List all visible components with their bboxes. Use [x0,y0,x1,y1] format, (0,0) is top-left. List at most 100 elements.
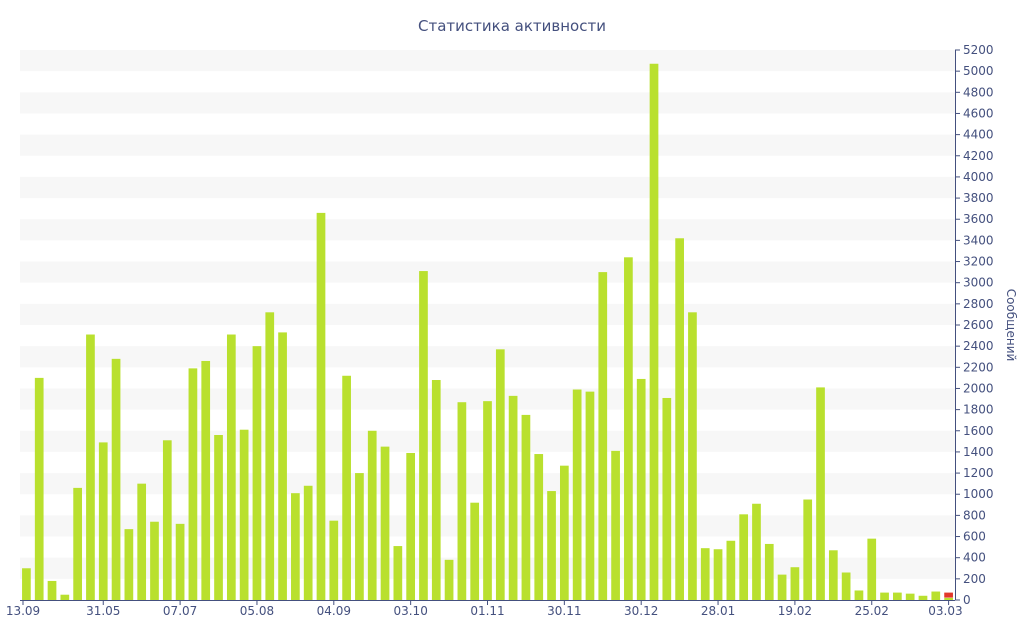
bar[interactable] [367,430,377,600]
y-tick-label: 200 [963,572,986,586]
bar[interactable] [559,465,569,600]
bar[interactable] [726,540,736,600]
y-tick-label: 4800 [963,85,994,99]
bar[interactable] [393,546,403,600]
bar[interactable] [598,272,608,600]
bar[interactable] [380,446,390,600]
bar[interactable] [918,595,928,600]
bar[interactable] [713,549,723,600]
grid-band [20,303,955,325]
bar[interactable] [316,212,326,600]
bar[interactable] [803,499,813,600]
y-tick-label: 2800 [963,297,994,311]
bar[interactable] [931,591,941,600]
bar[interactable] [611,450,620,600]
bar[interactable] [22,568,31,600]
bar[interactable] [137,483,147,600]
bar[interactable] [675,238,684,600]
bar[interactable] [752,503,761,600]
y-tick-label: 1400 [963,445,994,459]
bar[interactable] [764,543,774,600]
bar[interactable] [470,502,480,600]
y-tick-label: 3200 [963,255,994,269]
bar[interactable] [188,368,198,600]
bar[interactable] [73,487,82,600]
y-tick-label: 3800 [963,191,994,205]
y-tick-label: 400 [963,551,986,565]
bar[interactable] [150,521,159,600]
y-tick-label: 3000 [963,276,994,290]
bar[interactable] [419,271,428,600]
bar[interactable] [406,452,416,600]
bar[interactable] [60,594,70,600]
bar[interactable] [893,592,902,600]
bar[interactable] [431,380,441,600]
bar[interactable] [98,442,108,600]
bar[interactable] [303,485,313,600]
x-tick-label: 31.05 [86,604,120,618]
y-tick-label: 4400 [963,128,994,142]
bar[interactable] [508,395,518,600]
bar[interactable] [226,334,236,600]
y-axis-label: Сообщений [1004,289,1018,362]
bar[interactable] [252,346,262,600]
bar[interactable] [124,529,134,600]
bar[interactable] [111,358,121,600]
x-tick-label: 04.09 [317,604,351,618]
y-tick-label: 4000 [963,170,994,184]
bar[interactable] [572,389,582,600]
y-tick-label: 2400 [963,339,994,353]
bar[interactable] [495,349,505,600]
bar[interactable] [162,440,172,600]
y-tick-label: 2200 [963,360,994,374]
bar[interactable] [457,402,467,600]
bar[interactable] [944,597,953,600]
bar[interactable] [828,550,838,600]
bar[interactable] [547,491,556,600]
bar[interactable] [47,580,57,600]
bar[interactable] [854,590,864,600]
bar[interactable] [790,567,800,600]
bar[interactable] [521,414,531,600]
bar[interactable] [585,391,595,600]
bar[interactable] [329,520,339,600]
bar[interactable] [278,332,287,600]
y-tick-label: 5200 [963,43,994,57]
bar[interactable] [34,377,44,600]
bar[interactable] [355,473,364,600]
bar[interactable] [867,538,877,600]
bar[interactable] [649,63,659,600]
bar[interactable] [342,375,351,600]
bar[interactable] [905,593,915,600]
y-tick-label: 2000 [963,381,994,395]
highlight-bar-segment[interactable] [944,592,953,598]
bar[interactable] [86,334,95,600]
bar[interactable] [291,493,300,600]
bar[interactable] [214,435,223,600]
bar[interactable] [700,548,710,600]
bar[interactable] [483,401,492,600]
bar[interactable] [880,592,889,600]
bar[interactable] [662,397,672,600]
x-tick-label: 03.03 [928,604,962,618]
bar[interactable] [534,454,544,600]
bar[interactable] [688,312,697,600]
y-tick-label: 0 [963,593,971,607]
y-tick-label: 3600 [963,212,994,226]
x-tick-label: 19.02 [778,604,812,618]
grid-band [20,50,955,72]
bar[interactable] [841,572,851,601]
bar[interactable] [777,574,787,600]
bar[interactable] [816,387,825,600]
bar[interactable] [444,559,454,600]
bar[interactable] [739,514,749,600]
y-tick-label: 5000 [963,64,994,78]
bar[interactable] [624,257,633,600]
x-tick-label: 25.02 [855,604,889,618]
bar[interactable] [636,378,646,600]
bar[interactable] [265,312,275,600]
bar[interactable] [239,429,249,600]
bar[interactable] [201,360,211,600]
bar[interactable] [175,523,185,600]
